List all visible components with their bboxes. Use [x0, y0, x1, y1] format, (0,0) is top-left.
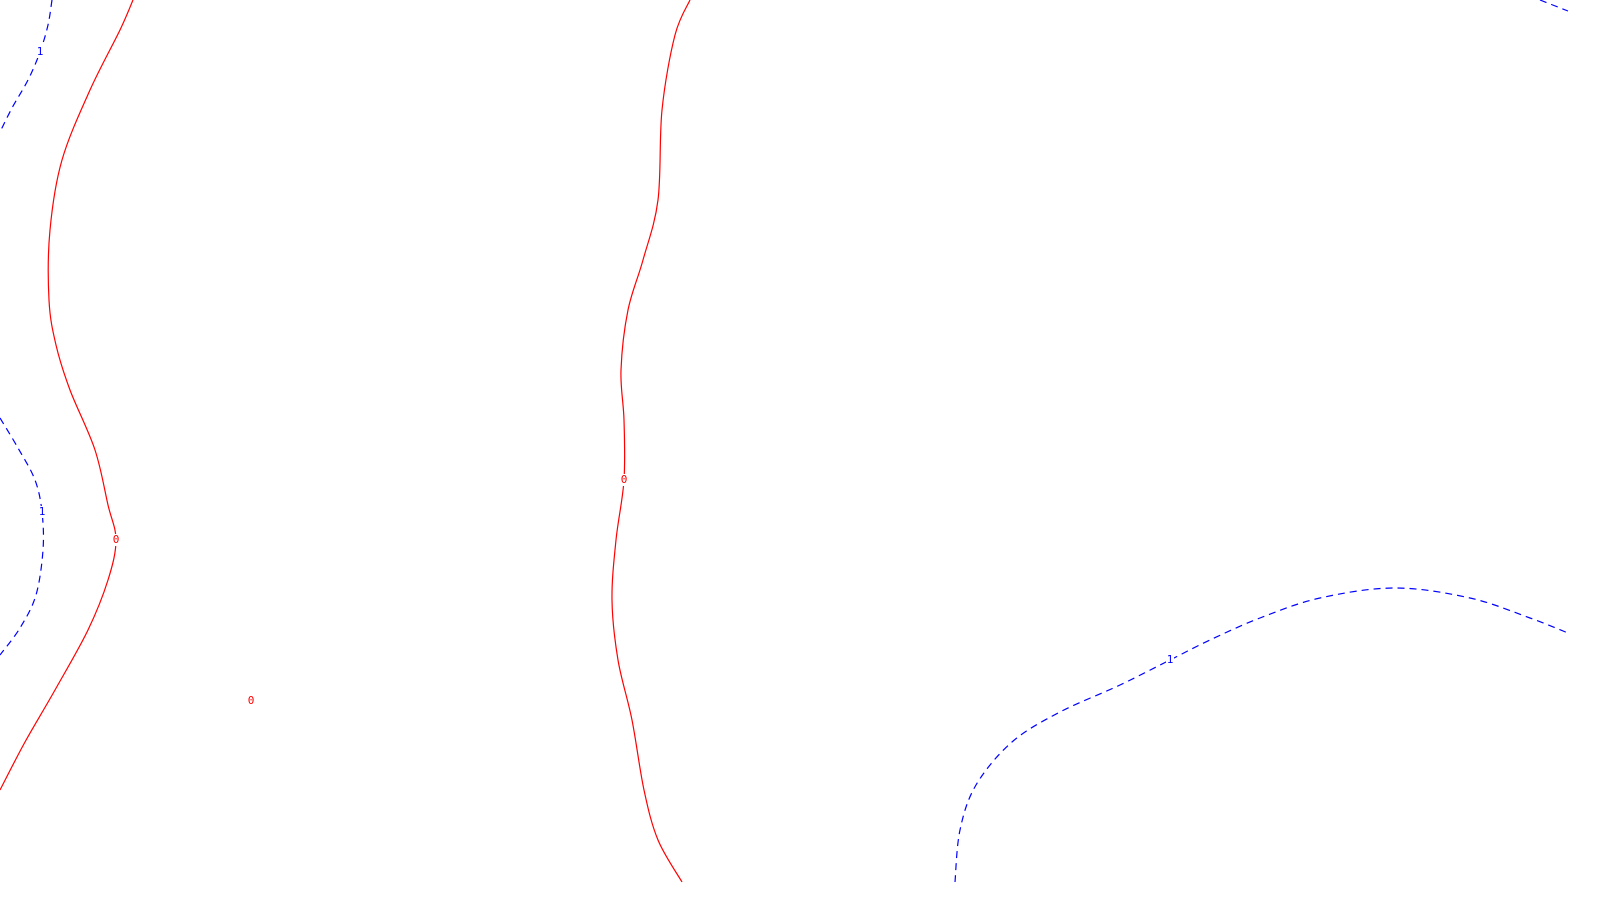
- contour-one-bottom-right-label-gap: [1166, 654, 1174, 666]
- contour-labels: 0 0 0 1 1 1: [36, 45, 1174, 707]
- contour-zero-middle-label: 0: [621, 473, 628, 486]
- contour-one-mid-left-label: 1: [39, 505, 46, 518]
- contour-one-mid-left: [0, 417, 45, 656]
- contour-zero-middle: [611, 0, 691, 883]
- contour-zero-left-label-gap: [112, 534, 120, 546]
- contour-one-bottom-right: [954, 587, 1569, 883]
- contour-zero-middle-label-gap: [620, 474, 628, 486]
- contour-zero-left-label: 0: [113, 533, 120, 546]
- contour-one-mid-left-label-gap: [38, 506, 46, 518]
- contour-zero-small-label: 0: [248, 694, 255, 707]
- contour-zero-left: [0, 0, 134, 791]
- contour-lines: [0, 0, 1569, 883]
- contour-one-top-left-label: 1: [37, 45, 44, 58]
- contour-zero-small-label-gap: [247, 695, 255, 707]
- contour-one-top-left: [0, 0, 53, 133]
- contour-one-bottom-right-label: 1: [1167, 653, 1174, 666]
- contour-one-top-right: [1539, 0, 1569, 12]
- contour-one-top-left-label-gap: [36, 46, 44, 58]
